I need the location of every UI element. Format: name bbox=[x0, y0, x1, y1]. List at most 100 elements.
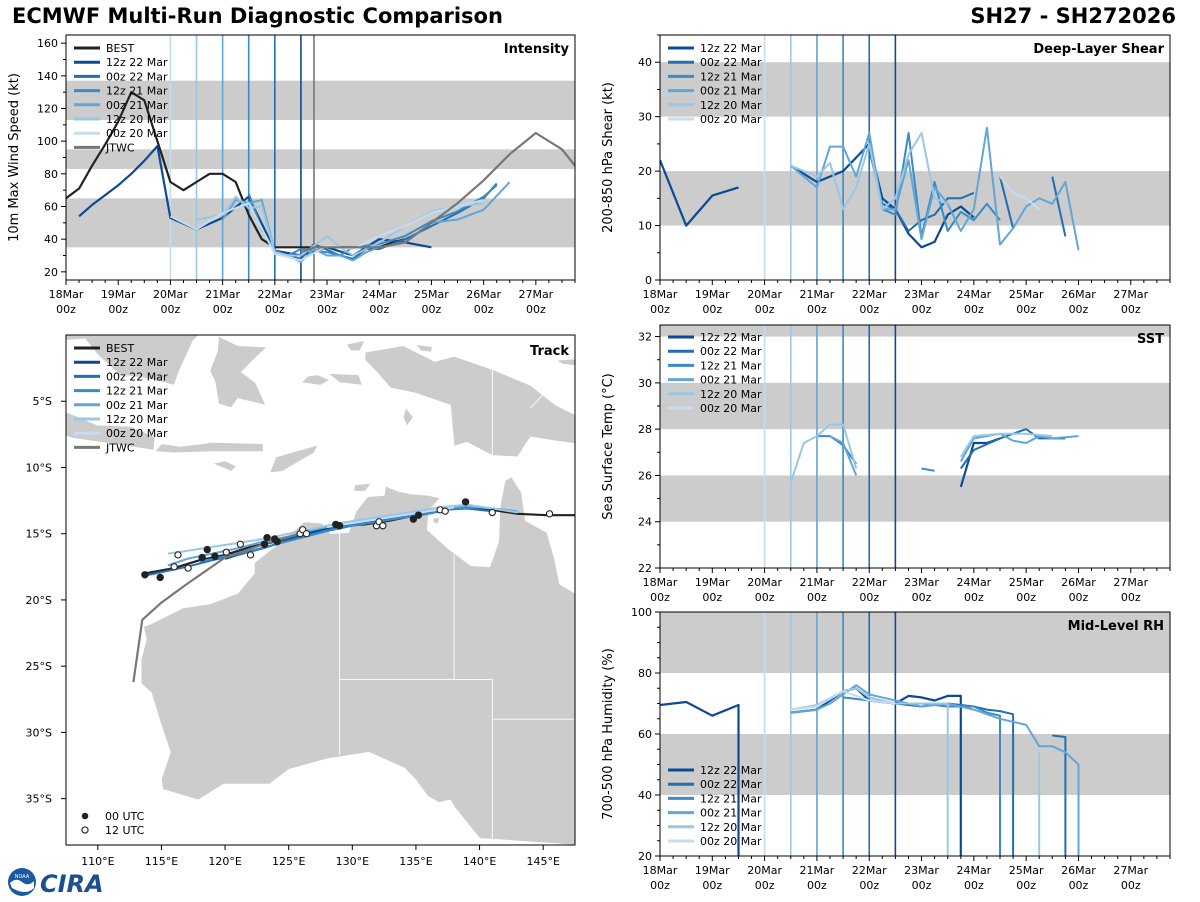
shear-legend-label: 12z 22 Mar bbox=[700, 42, 762, 55]
track-marker-12utc bbox=[184, 564, 192, 572]
sst-xtick-day: 19Mar bbox=[695, 576, 730, 589]
sst-xtick-hour: 00z bbox=[650, 591, 670, 604]
track-series-3 bbox=[199, 506, 506, 563]
track-marker-00utc bbox=[332, 520, 340, 529]
track-legend-label: 12z 22 Mar bbox=[106, 356, 168, 369]
shear-ytick-label: 0 bbox=[645, 274, 652, 287]
sst-xtick-day: 21Mar bbox=[800, 576, 835, 589]
sst-xtick-hour: 00z bbox=[964, 591, 984, 604]
sst-xtick-day: 22Mar bbox=[852, 576, 887, 589]
intensity-band-0 bbox=[66, 198, 575, 248]
rh-xtick-hour: 00z bbox=[1121, 879, 1141, 892]
sst-title: SST bbox=[1137, 332, 1164, 347]
legend-marker-12utc bbox=[81, 826, 89, 834]
shear-xtick-day: 23Mar bbox=[904, 288, 939, 301]
track-xtick-label: 125°E bbox=[272, 855, 305, 868]
intensity-ytick-label: 120 bbox=[37, 103, 58, 116]
sst-xtick-hour: 00z bbox=[755, 591, 775, 604]
shear-xtick-hour: 00z bbox=[807, 303, 827, 316]
shear-series-6 bbox=[790, 126, 1080, 251]
sst-legend-label: 12z 21 Mar bbox=[700, 359, 762, 372]
track-plot-area bbox=[66, 335, 575, 845]
rh-xtick-day: 27Mar bbox=[1113, 864, 1148, 877]
sst-legend-label: 12z 20 Mar bbox=[700, 388, 762, 401]
rh-xtick-day: 26Mar bbox=[1061, 864, 1096, 877]
border-png-provinces-2 bbox=[530, 394, 575, 409]
rh-legend-label: 00z 21 Mar bbox=[700, 807, 762, 820]
track-marker-12utc bbox=[302, 530, 311, 538]
rh-xtick-day: 18Mar bbox=[643, 864, 678, 877]
shear-xtick-hour: 00z bbox=[1121, 303, 1141, 316]
page-title: ECMWF Multi-Run Diagnostic Comparison bbox=[12, 4, 503, 28]
sst-xtick-day: 27Mar bbox=[1113, 576, 1148, 589]
rh-series-3 bbox=[1052, 734, 1067, 856]
intensity-xtick-hour: 00z bbox=[161, 303, 181, 316]
sst-ytick-label: 28 bbox=[638, 423, 652, 436]
shear-xtick-hour: 00z bbox=[650, 303, 670, 316]
intensity-legend-label: 00z 20 Mar bbox=[106, 127, 168, 140]
rh-legend-label: 00z 20 Mar bbox=[700, 835, 762, 848]
track-marker-00utc bbox=[203, 545, 211, 554]
sst-xtick-day: 25Mar bbox=[1009, 576, 1044, 589]
sst-xtick-day: 20Mar bbox=[747, 576, 782, 589]
shear-ylabel: 200-850 hPa Shear (kt) bbox=[601, 82, 616, 233]
shear-series-8 bbox=[999, 175, 1040, 210]
intensity-xtick-day: 19Mar bbox=[101, 288, 136, 301]
intensity-legend-label: JTWC bbox=[105, 141, 135, 154]
track-marker-00utc bbox=[409, 515, 418, 523]
intensity-series-7 bbox=[300, 131, 575, 254]
buru-island bbox=[300, 374, 331, 386]
track-marker-00utc bbox=[263, 533, 271, 542]
track-ytick-label: 20°S bbox=[26, 594, 52, 607]
sst-ytick-label: 24 bbox=[638, 516, 652, 529]
rh-xtick-day: 21Mar bbox=[800, 864, 835, 877]
shear-ytick-label: 10 bbox=[638, 220, 652, 233]
biak-island bbox=[414, 343, 433, 353]
rh-xtick-day: 23Mar bbox=[904, 864, 939, 877]
legend-label-00utc: 00 UTC bbox=[105, 810, 145, 823]
intensity-xtick-hour: 00z bbox=[526, 303, 546, 316]
track-marker-00utc bbox=[211, 552, 219, 560]
intensity-xtick-hour: 00z bbox=[108, 303, 128, 316]
intensity-xtick-day: 25Mar bbox=[414, 288, 449, 301]
intensity-ytick-label: 60 bbox=[44, 201, 58, 214]
track-ytick-label: 15°S bbox=[26, 528, 52, 541]
track-ytick-label: 5°S bbox=[33, 395, 52, 408]
rh-xtick-hour: 00z bbox=[650, 879, 670, 892]
rh-band-0 bbox=[660, 734, 1170, 795]
track-ytick-label: 35°S bbox=[26, 793, 52, 806]
australia-landmass bbox=[140, 476, 575, 845]
intensity-ytick-label: 140 bbox=[37, 70, 58, 83]
legend-marker-00utc bbox=[81, 812, 89, 820]
track-marker-00utc bbox=[198, 553, 206, 562]
shear-panel: 0 10 20 30 40 18Mar 00z 19Mar 00z 20Mar 00z 21Mar 00… bbox=[601, 34, 1171, 316]
waigeo-island bbox=[345, 339, 366, 352]
melville-island bbox=[353, 482, 373, 492]
intensity-ytick-label: 20 bbox=[44, 266, 58, 279]
sst-ytick-label: 32 bbox=[638, 331, 652, 344]
shear-legend-label: 12z 21 Mar bbox=[700, 70, 762, 83]
intensity-xtick-hour: 00z bbox=[265, 303, 285, 316]
intensity-band-2 bbox=[66, 80, 575, 120]
noaa-seal-text: NOAA bbox=[15, 874, 30, 880]
shear-xtick-hour: 00z bbox=[964, 303, 984, 316]
rh-xtick-hour: 00z bbox=[807, 879, 827, 892]
intensity-ytick-label: 40 bbox=[44, 233, 58, 246]
rh-xtick-hour: 00z bbox=[964, 879, 984, 892]
sst-ytick-label: 30 bbox=[638, 377, 652, 390]
sst-series-6 bbox=[789, 423, 858, 483]
sst-xtick-hour: 00z bbox=[912, 591, 932, 604]
shear-xtick-day: 22Mar bbox=[852, 288, 887, 301]
track-legend-label: 00z 21 Mar bbox=[106, 399, 168, 412]
rh-legend-label: 12z 20 Mar bbox=[700, 821, 762, 834]
intensity-xtick-day: 27Mar bbox=[518, 288, 553, 301]
sst-ytick-label: 22 bbox=[638, 562, 652, 575]
aru-islands bbox=[402, 407, 414, 428]
rh-title: Mid-Level RH bbox=[1068, 619, 1164, 634]
timor-island bbox=[268, 444, 319, 474]
sst-panel: 22 24 26 28 30 32 18Mar 00z 19Mar 00z 20Mar 00z 21Ma… bbox=[601, 324, 1171, 604]
shear-legend-label: 00z 20 Mar bbox=[700, 113, 762, 126]
sst-xtick-hour: 00z bbox=[807, 591, 827, 604]
track-xtick-label: 135°E bbox=[399, 855, 432, 868]
sst-xtick-hour: 00z bbox=[859, 591, 879, 604]
